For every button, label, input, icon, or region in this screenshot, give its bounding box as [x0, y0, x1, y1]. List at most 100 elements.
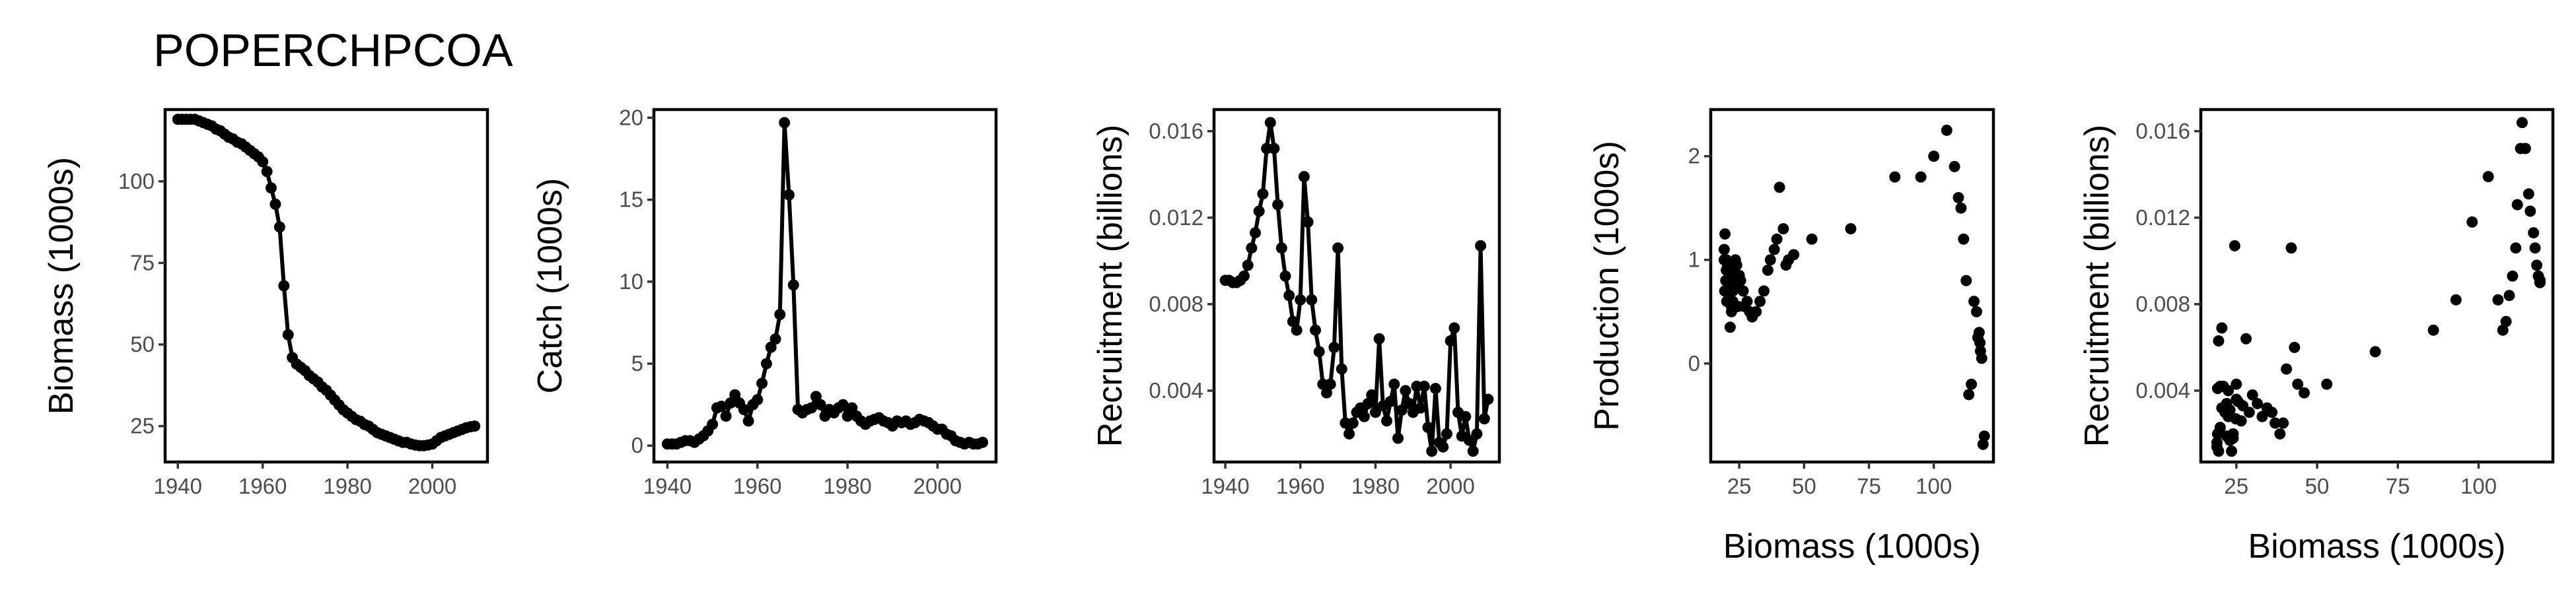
- data-point: [752, 394, 764, 406]
- plot-frame: [1212, 108, 1501, 464]
- panel-1: 25 50 75 100 1940 1960 1980 2000 Biomass (1000s): [42, 108, 489, 498]
- data-point: [2213, 335, 2225, 346]
- x-tick-label: 1960: [238, 474, 287, 498]
- x-axis-label: Biomass (1000s): [2248, 527, 2505, 566]
- y-axis-label: Production (1000s): [1588, 141, 1626, 430]
- data-point: [779, 117, 791, 129]
- y-tick-label: 0: [631, 433, 643, 457]
- data-point: [2522, 188, 2534, 200]
- data-point: [1728, 269, 1740, 281]
- data-point: [1369, 407, 1381, 418]
- y-tick-label: 5: [631, 351, 643, 376]
- data-point: [1400, 385, 1412, 397]
- data-point: [1384, 395, 1396, 407]
- x-tick-label: 1980: [823, 474, 871, 498]
- data-point: [1475, 240, 1487, 251]
- x-tick-label: 25: [2224, 474, 2248, 498]
- data-point: [1298, 171, 1310, 183]
- y-tick-label: 25: [130, 414, 155, 438]
- data-point: [1722, 259, 1733, 271]
- x-tick-label: 1960: [733, 474, 781, 498]
- data-point: [720, 411, 732, 422]
- data-point: [1958, 233, 1970, 245]
- data-point: [1418, 380, 1430, 392]
- x-tick-label: 75: [2386, 474, 2410, 498]
- data-point: [1362, 398, 1374, 409]
- data-point: [266, 182, 277, 194]
- data-point: [1242, 259, 1254, 271]
- data-point: [1422, 422, 1434, 434]
- data-point: [1238, 270, 1250, 282]
- data-point: [765, 341, 777, 353]
- data-point: [814, 399, 826, 411]
- data-point: [1845, 223, 1857, 235]
- data-point: [2226, 446, 2237, 457]
- data-point: [707, 418, 719, 430]
- data-point: [1773, 182, 1785, 193]
- x-tick-label: 50: [1792, 474, 1816, 498]
- data-point: [2231, 378, 2242, 390]
- data-point: [261, 166, 273, 178]
- data-point: [1960, 275, 1972, 286]
- data-point: [1955, 202, 1967, 214]
- data-point: [1467, 446, 1479, 457]
- y-tick-label: 75: [130, 250, 155, 275]
- data-point: [1764, 254, 1776, 266]
- plot-frame: [2199, 108, 2555, 464]
- y-tick-label: 10: [619, 269, 643, 294]
- data-point: [1306, 294, 1318, 306]
- data-point: [2321, 378, 2333, 390]
- data-point: [1302, 216, 1314, 228]
- data-point: [1253, 205, 1265, 217]
- data-point: [1724, 321, 1736, 333]
- data-point: [1471, 428, 1483, 440]
- x-axis-label: Biomass (1000s): [1723, 527, 1981, 566]
- data-point: [769, 333, 781, 345]
- data-point: [1974, 345, 1986, 357]
- data-point: [2531, 259, 2543, 271]
- data-point: [783, 189, 795, 201]
- data-point: [1429, 383, 1441, 395]
- data-point: [1971, 306, 1982, 317]
- x-tick-label: 1960: [1276, 474, 1324, 498]
- x-tick-label: 25: [1727, 474, 1752, 498]
- data-point: [715, 401, 727, 412]
- data-point: [1977, 438, 1989, 450]
- data-point: [2528, 227, 2540, 239]
- chart-title: POPERCHPCOA: [153, 24, 513, 76]
- data-point: [1968, 296, 1980, 308]
- x-tick-label: 2000: [1426, 474, 1474, 498]
- data-point: [2503, 290, 2515, 302]
- data-point: [2281, 363, 2293, 375]
- y-tick-label: 0.012: [2135, 205, 2190, 230]
- data-point: [1295, 294, 1306, 306]
- data-point: [1449, 322, 1460, 334]
- data-point: [774, 309, 786, 320]
- data-point: [756, 378, 768, 389]
- data-point: [1780, 259, 1792, 271]
- y-axis-label: Catch (1000s): [531, 178, 569, 394]
- data-point: [1246, 242, 1258, 254]
- data-point: [1336, 363, 1347, 375]
- data-point: [1941, 124, 1952, 136]
- data-point: [1758, 285, 1770, 297]
- panel-4: 0 1 2 25 50 75 100 Production (1000s) Biomass (1…: [1588, 108, 1995, 566]
- data-point: [1963, 389, 1975, 401]
- data-point: [1332, 242, 1344, 254]
- data-point: [806, 402, 818, 414]
- data-point: [760, 358, 772, 370]
- data-point: [2230, 413, 2242, 424]
- data-point: [1732, 300, 1744, 312]
- data-point: [725, 397, 736, 409]
- data-point: [1952, 192, 1964, 203]
- y-tick-label: 0.004: [1149, 378, 1203, 403]
- data-point: [1731, 259, 1742, 271]
- data-point: [1972, 332, 1984, 343]
- data-point: [257, 156, 269, 168]
- data-point: [2229, 240, 2240, 251]
- data-point: [1264, 117, 1276, 129]
- y-tick-label: 0.016: [2135, 119, 2190, 143]
- y-axis-label: Biomass (1000s): [42, 157, 81, 414]
- data-point: [977, 436, 989, 448]
